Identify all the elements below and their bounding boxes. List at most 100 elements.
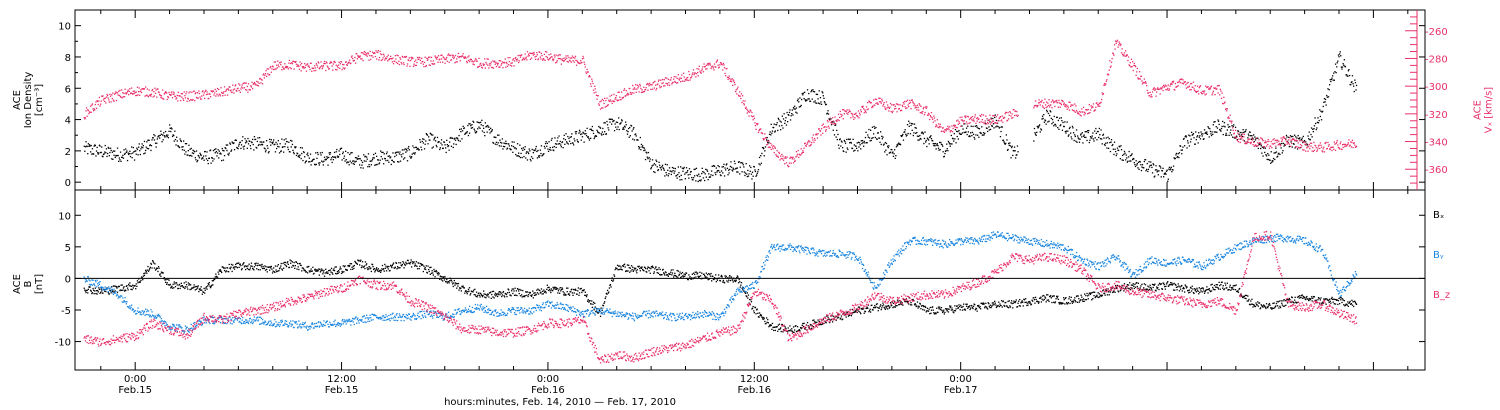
vx-series-point xyxy=(356,53,358,55)
vx-series-point xyxy=(846,109,848,111)
vx-series-point xyxy=(617,91,619,93)
vx-series-point xyxy=(1143,78,1145,80)
bx-series-point xyxy=(163,277,165,279)
bx-series-point xyxy=(245,268,247,271)
ion-density-series-point xyxy=(1188,145,1190,147)
vx-series-point xyxy=(1209,88,1212,90)
vx-series-point xyxy=(979,114,981,117)
vx-series-point xyxy=(415,64,417,67)
bx-series-point xyxy=(448,282,450,284)
bx-series-point xyxy=(125,285,127,287)
bx-series-point xyxy=(451,281,453,283)
vx-series-point xyxy=(662,82,664,84)
vx-series-point xyxy=(1127,56,1130,58)
bx-series-point xyxy=(423,265,425,267)
vx-series-point xyxy=(361,58,363,60)
vx-series-point xyxy=(1221,92,1223,94)
vx-series-point xyxy=(183,99,185,101)
ion-density-series-point xyxy=(196,161,198,163)
bx-series-point xyxy=(164,279,166,281)
ion-density-series-point xyxy=(478,126,480,128)
ion-density-series-point xyxy=(310,164,312,166)
ion-density-series-point xyxy=(573,144,575,146)
vx-series-point xyxy=(996,114,999,116)
vx-series-point xyxy=(1178,80,1181,82)
ion-density-series-point xyxy=(90,144,92,147)
ion-density-series-point xyxy=(1318,119,1320,122)
ion-density-series-point xyxy=(542,154,544,156)
ion-density-series-point xyxy=(454,139,457,141)
vx-series-point xyxy=(222,95,224,97)
vx-series-point xyxy=(801,152,803,154)
vx-series-point xyxy=(144,95,146,97)
vx-series-point xyxy=(176,94,178,97)
ion-density-series-point xyxy=(1098,127,1100,130)
ion-density-series-point xyxy=(318,164,320,166)
ion-density-series-point xyxy=(1324,98,1327,101)
vx-series-point xyxy=(679,77,681,79)
vx-series-point xyxy=(296,65,298,67)
bx-series-point xyxy=(483,290,485,292)
vx-series-point xyxy=(536,54,539,56)
vx-series-point xyxy=(233,88,236,90)
ion-density-series-point xyxy=(305,160,308,162)
vx-series-point xyxy=(549,58,551,60)
ion-density-series-point xyxy=(585,133,587,135)
ion-density-series-point xyxy=(1125,154,1127,156)
vx-series-point xyxy=(146,88,148,90)
vx-series-point xyxy=(1212,92,1214,94)
ion-density-series-point xyxy=(1329,84,1331,86)
bx-series-point xyxy=(228,263,230,266)
ion-density-series-point xyxy=(194,157,196,159)
vx-series-point xyxy=(631,92,633,94)
vx-series-point xyxy=(1250,141,1252,143)
vx-series-point xyxy=(432,63,434,65)
bx-series-point xyxy=(399,262,402,264)
vx-series-point xyxy=(90,111,92,113)
ion-density-series-point xyxy=(153,139,156,141)
bx-series-point xyxy=(358,259,360,262)
vx-series-point xyxy=(437,61,439,63)
vx-series-point xyxy=(982,121,984,123)
ion-density-series-point xyxy=(719,171,721,173)
ion-density-series-point xyxy=(1083,134,1085,136)
ion-density-series-point xyxy=(504,146,506,148)
vx-series-point xyxy=(987,121,989,124)
vx-series-point xyxy=(991,122,993,124)
vx-series-point xyxy=(1353,142,1355,144)
ion-density-series-point xyxy=(308,157,310,159)
ion-density-series-point xyxy=(563,134,565,136)
ion-density-series-point xyxy=(989,121,991,123)
vx-series-point xyxy=(650,88,652,90)
ion-density-series-point xyxy=(229,142,231,144)
ion-density-series-point xyxy=(721,166,723,168)
vx-series-point xyxy=(96,100,98,102)
ion-density-series-point xyxy=(620,122,622,124)
vx-series-point xyxy=(658,79,660,81)
vx-series-point xyxy=(226,88,228,90)
vx-series-point xyxy=(497,64,499,66)
ion-density-series-point xyxy=(689,173,691,176)
vx-series-point xyxy=(260,82,262,84)
vx-series-point xyxy=(1246,141,1248,143)
vx-series-point xyxy=(921,112,923,115)
ion-density-series-point xyxy=(580,139,582,141)
vx-series-point xyxy=(1134,65,1137,68)
ion-density-series-point xyxy=(142,145,144,147)
vx-series-point xyxy=(295,60,297,63)
vx-series-point xyxy=(221,92,223,94)
ion-density-series-point xyxy=(1092,132,1094,134)
vx-series-point xyxy=(203,92,205,94)
vx-series-point xyxy=(573,61,575,63)
vx-series-point xyxy=(579,62,581,65)
ion-density-series-point xyxy=(87,153,89,155)
vx-series-point xyxy=(974,114,976,116)
vx-series-point xyxy=(1267,138,1269,141)
bx-series-point xyxy=(254,264,257,266)
ion-density-series-point xyxy=(1343,59,1345,61)
vx-series-point xyxy=(1141,83,1144,85)
vx-series-point xyxy=(710,67,712,70)
vx-series-point xyxy=(425,65,427,68)
vx-series-point xyxy=(529,52,531,54)
bx-series-point xyxy=(381,264,384,267)
